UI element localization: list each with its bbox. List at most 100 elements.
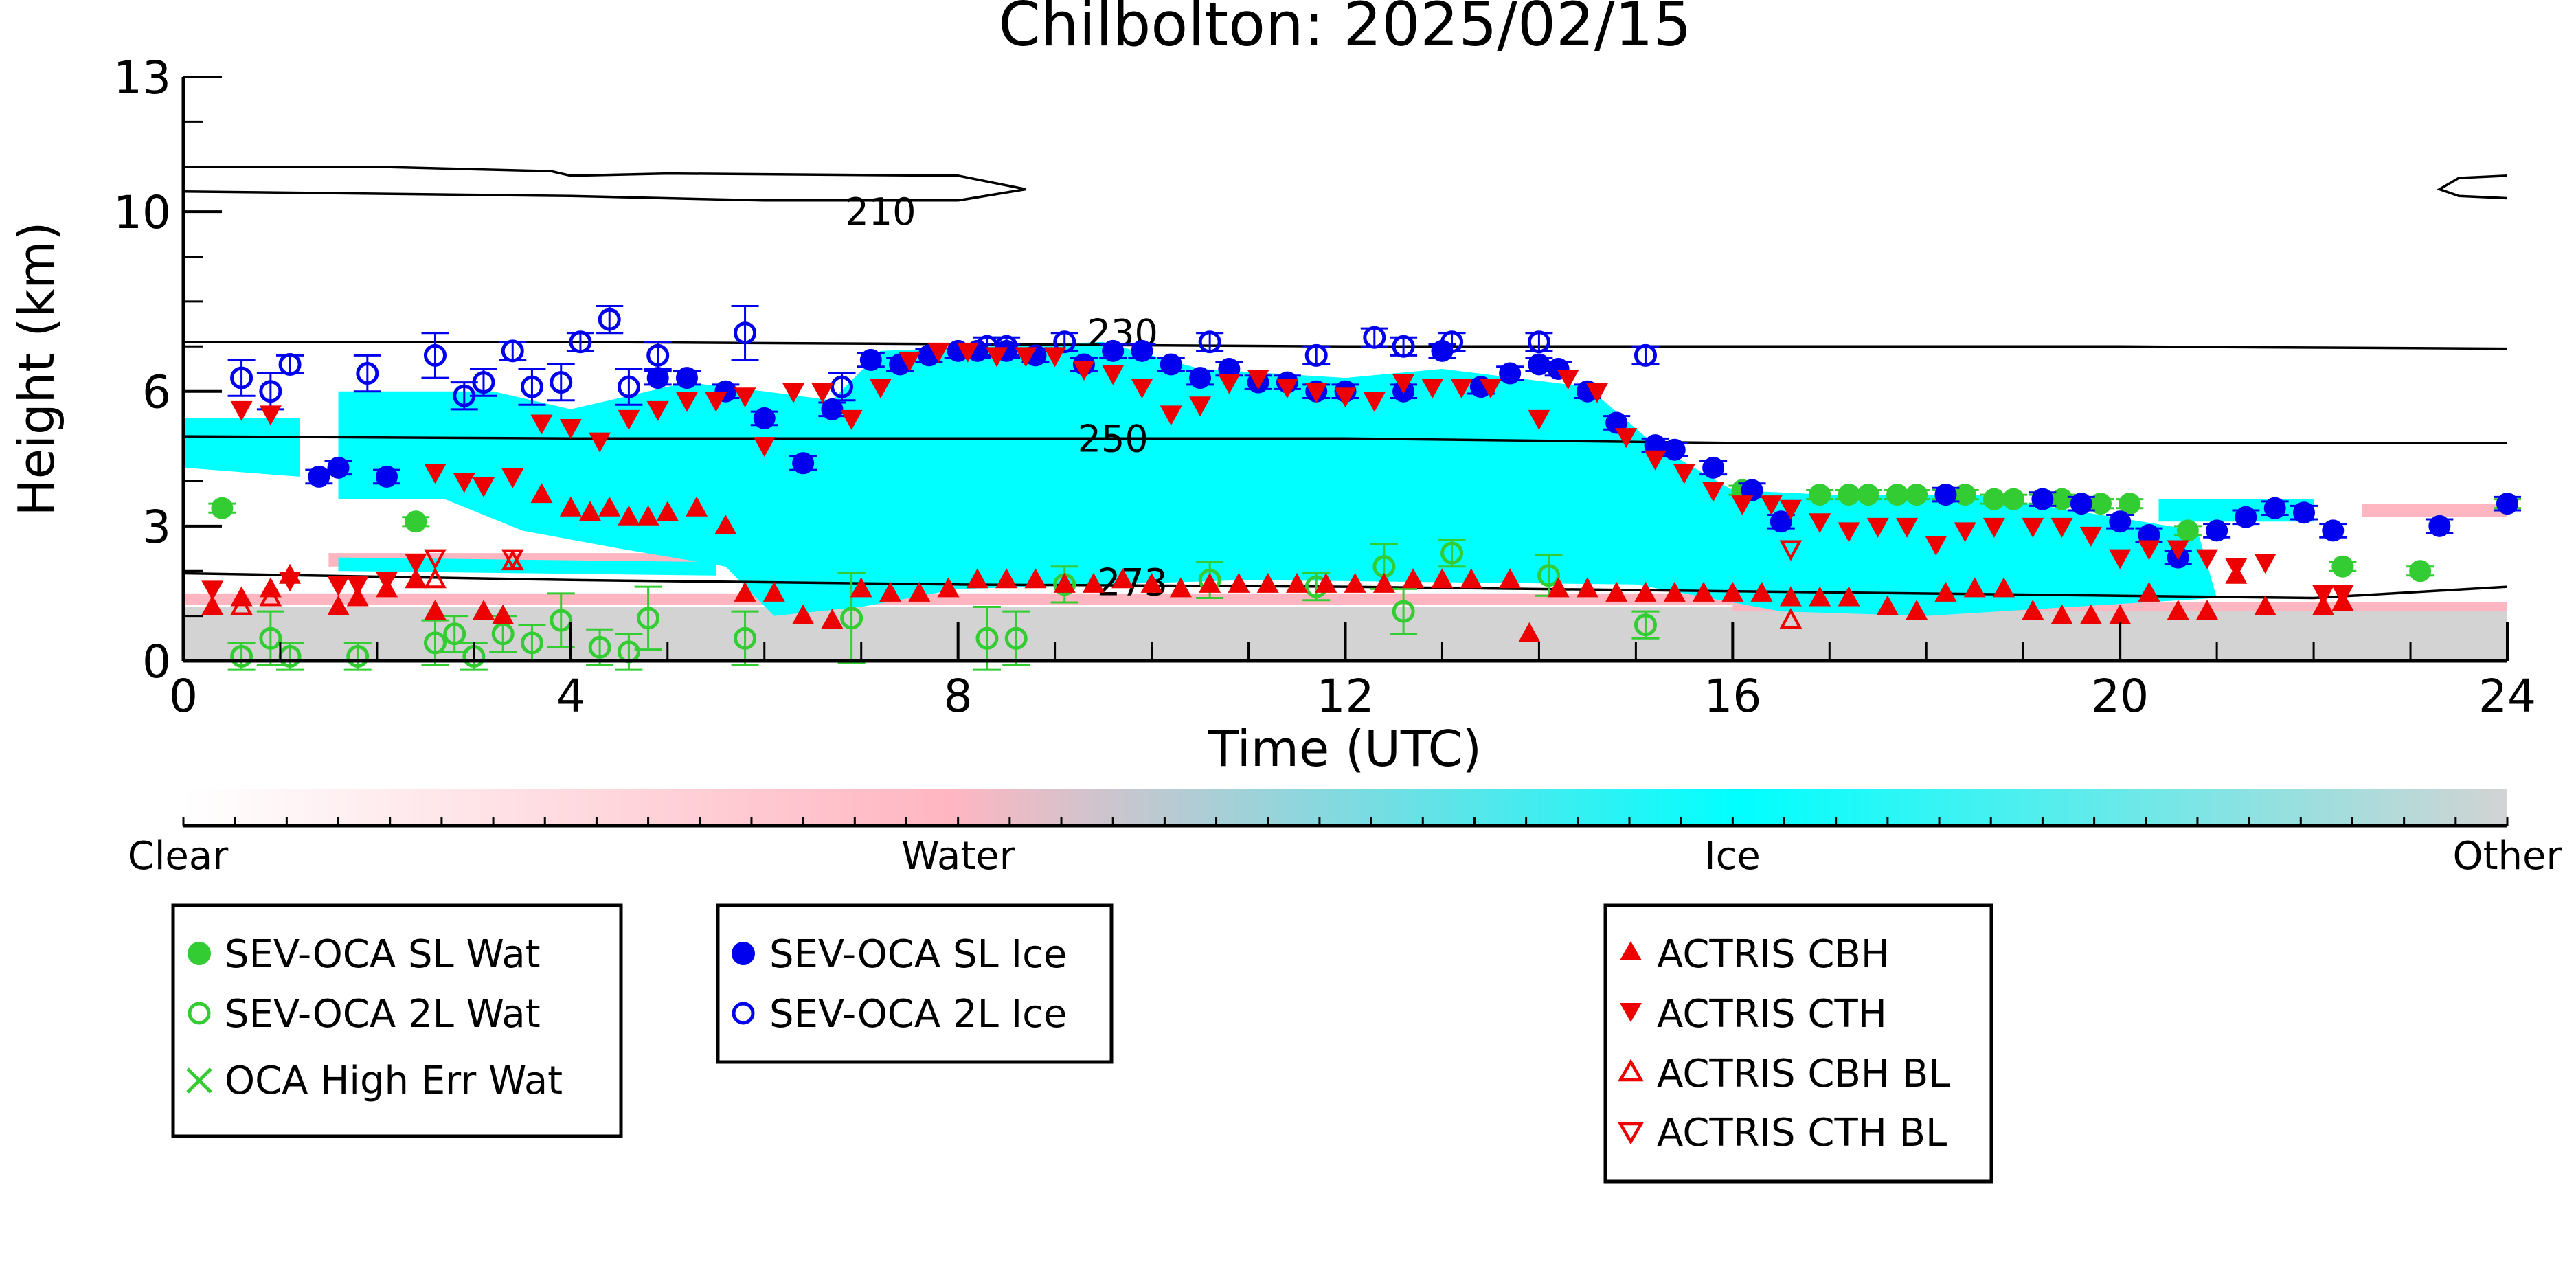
data-point bbox=[1963, 577, 1986, 598]
water-band-0 bbox=[183, 593, 1733, 605]
data-point bbox=[1605, 581, 1628, 602]
data-point bbox=[1392, 374, 1415, 394]
data-point bbox=[1518, 622, 1541, 642]
data-point bbox=[1925, 536, 1947, 556]
data-point bbox=[1372, 572, 1395, 593]
isotherm-label-250: 250 bbox=[1078, 417, 1149, 460]
data-point bbox=[859, 348, 882, 371]
legend-entry-actris-cbh-bl: ACTRIS CBH BL bbox=[1657, 1052, 1950, 1096]
data-point bbox=[1982, 517, 2005, 538]
data-point bbox=[230, 594, 253, 615]
legend-marker-actris-cth bbox=[1620, 1003, 1642, 1022]
data-point bbox=[327, 456, 350, 479]
data-point bbox=[472, 371, 495, 394]
data-point bbox=[2089, 493, 2112, 515]
data-point bbox=[821, 609, 844, 629]
data-point bbox=[2031, 488, 2054, 510]
data-point bbox=[230, 644, 253, 668]
data-point bbox=[1111, 568, 1134, 589]
data-point bbox=[1286, 572, 1309, 593]
data-point bbox=[1083, 572, 1105, 593]
data-point bbox=[1402, 568, 1425, 589]
data-point bbox=[1199, 572, 1221, 593]
x-tick-label: 20 bbox=[2091, 670, 2149, 723]
data-point bbox=[1770, 510, 1792, 533]
data-point bbox=[2292, 501, 2315, 524]
data-point bbox=[559, 496, 582, 517]
isotherm-230-2 bbox=[183, 341, 2507, 350]
data-point bbox=[346, 644, 370, 668]
data-point bbox=[1954, 522, 1976, 543]
axes: 0 4 8 12 16 20 24 0 3 6 10 13 bbox=[113, 52, 2536, 723]
x-tick-label: 24 bbox=[2478, 670, 2536, 723]
data-point bbox=[2070, 493, 2092, 515]
data-point bbox=[753, 437, 776, 457]
data-point bbox=[821, 398, 844, 420]
data-point bbox=[1634, 581, 1657, 602]
data-point bbox=[501, 549, 524, 570]
data-point bbox=[995, 335, 1018, 358]
data-point bbox=[279, 572, 302, 592]
x-tick-label: 4 bbox=[556, 670, 585, 723]
data-point bbox=[927, 342, 950, 363]
data-point bbox=[1189, 367, 1212, 389]
x-tick-label: 12 bbox=[1317, 670, 1375, 723]
data-point bbox=[1838, 586, 1860, 607]
series-actris-cbh-bl bbox=[230, 549, 1803, 629]
data-point bbox=[1702, 456, 1725, 479]
data-point bbox=[230, 366, 253, 389]
data-point bbox=[423, 343, 447, 367]
data-point bbox=[424, 464, 447, 484]
data-point bbox=[579, 501, 602, 521]
data-point bbox=[2022, 600, 2044, 620]
y-tick-label: 6 bbox=[142, 366, 171, 419]
data-point bbox=[1779, 607, 1803, 629]
data-point bbox=[2206, 519, 2228, 542]
data-point bbox=[1140, 572, 1163, 593]
data-point bbox=[840, 607, 863, 630]
data-point bbox=[734, 626, 757, 650]
data-point bbox=[424, 567, 447, 589]
data-point bbox=[1392, 600, 1415, 623]
data-point bbox=[2322, 519, 2345, 542]
data-point bbox=[1315, 572, 1337, 593]
data-point bbox=[278, 352, 302, 376]
data-point bbox=[472, 477, 495, 497]
legend-marker-actris-cth-bl bbox=[1618, 1122, 1644, 1145]
data-point bbox=[675, 392, 698, 412]
isotherm-273-4 bbox=[183, 572, 2507, 600]
data-point bbox=[1644, 450, 1667, 471]
isotherm-label-210: 210 bbox=[845, 190, 916, 234]
data-point bbox=[1392, 335, 1415, 358]
colorbar-label-other: Other bbox=[2452, 834, 2562, 879]
data-point bbox=[501, 339, 524, 363]
data-point bbox=[1663, 438, 1686, 461]
data-point bbox=[1528, 409, 1550, 430]
data-point bbox=[211, 497, 234, 519]
data-point bbox=[1304, 343, 1328, 367]
data-point bbox=[1731, 495, 1754, 516]
data-point bbox=[1015, 347, 1037, 368]
data-point bbox=[1024, 568, 1047, 589]
legend-marker-sev-oca-2l-wat bbox=[188, 1002, 211, 1025]
data-point bbox=[1615, 428, 1638, 449]
series-actris-cth-bl bbox=[424, 540, 1803, 570]
data-point bbox=[588, 635, 611, 659]
data-point bbox=[675, 367, 698, 389]
data-point bbox=[2225, 558, 2248, 578]
data-point bbox=[1363, 392, 1386, 412]
data-point bbox=[424, 600, 447, 620]
data-point bbox=[2263, 497, 2286, 519]
data-point bbox=[1702, 482, 1725, 502]
data-point bbox=[327, 576, 350, 596]
data-point bbox=[1809, 513, 1831, 534]
data-point bbox=[1334, 387, 1357, 408]
data-point bbox=[1779, 499, 1802, 520]
data-point bbox=[1499, 362, 1522, 385]
x-tick-label: 16 bbox=[1704, 670, 1761, 723]
data-point bbox=[1440, 330, 1464, 354]
data-point bbox=[734, 387, 756, 408]
data-point bbox=[598, 308, 621, 331]
data-point bbox=[259, 585, 282, 607]
